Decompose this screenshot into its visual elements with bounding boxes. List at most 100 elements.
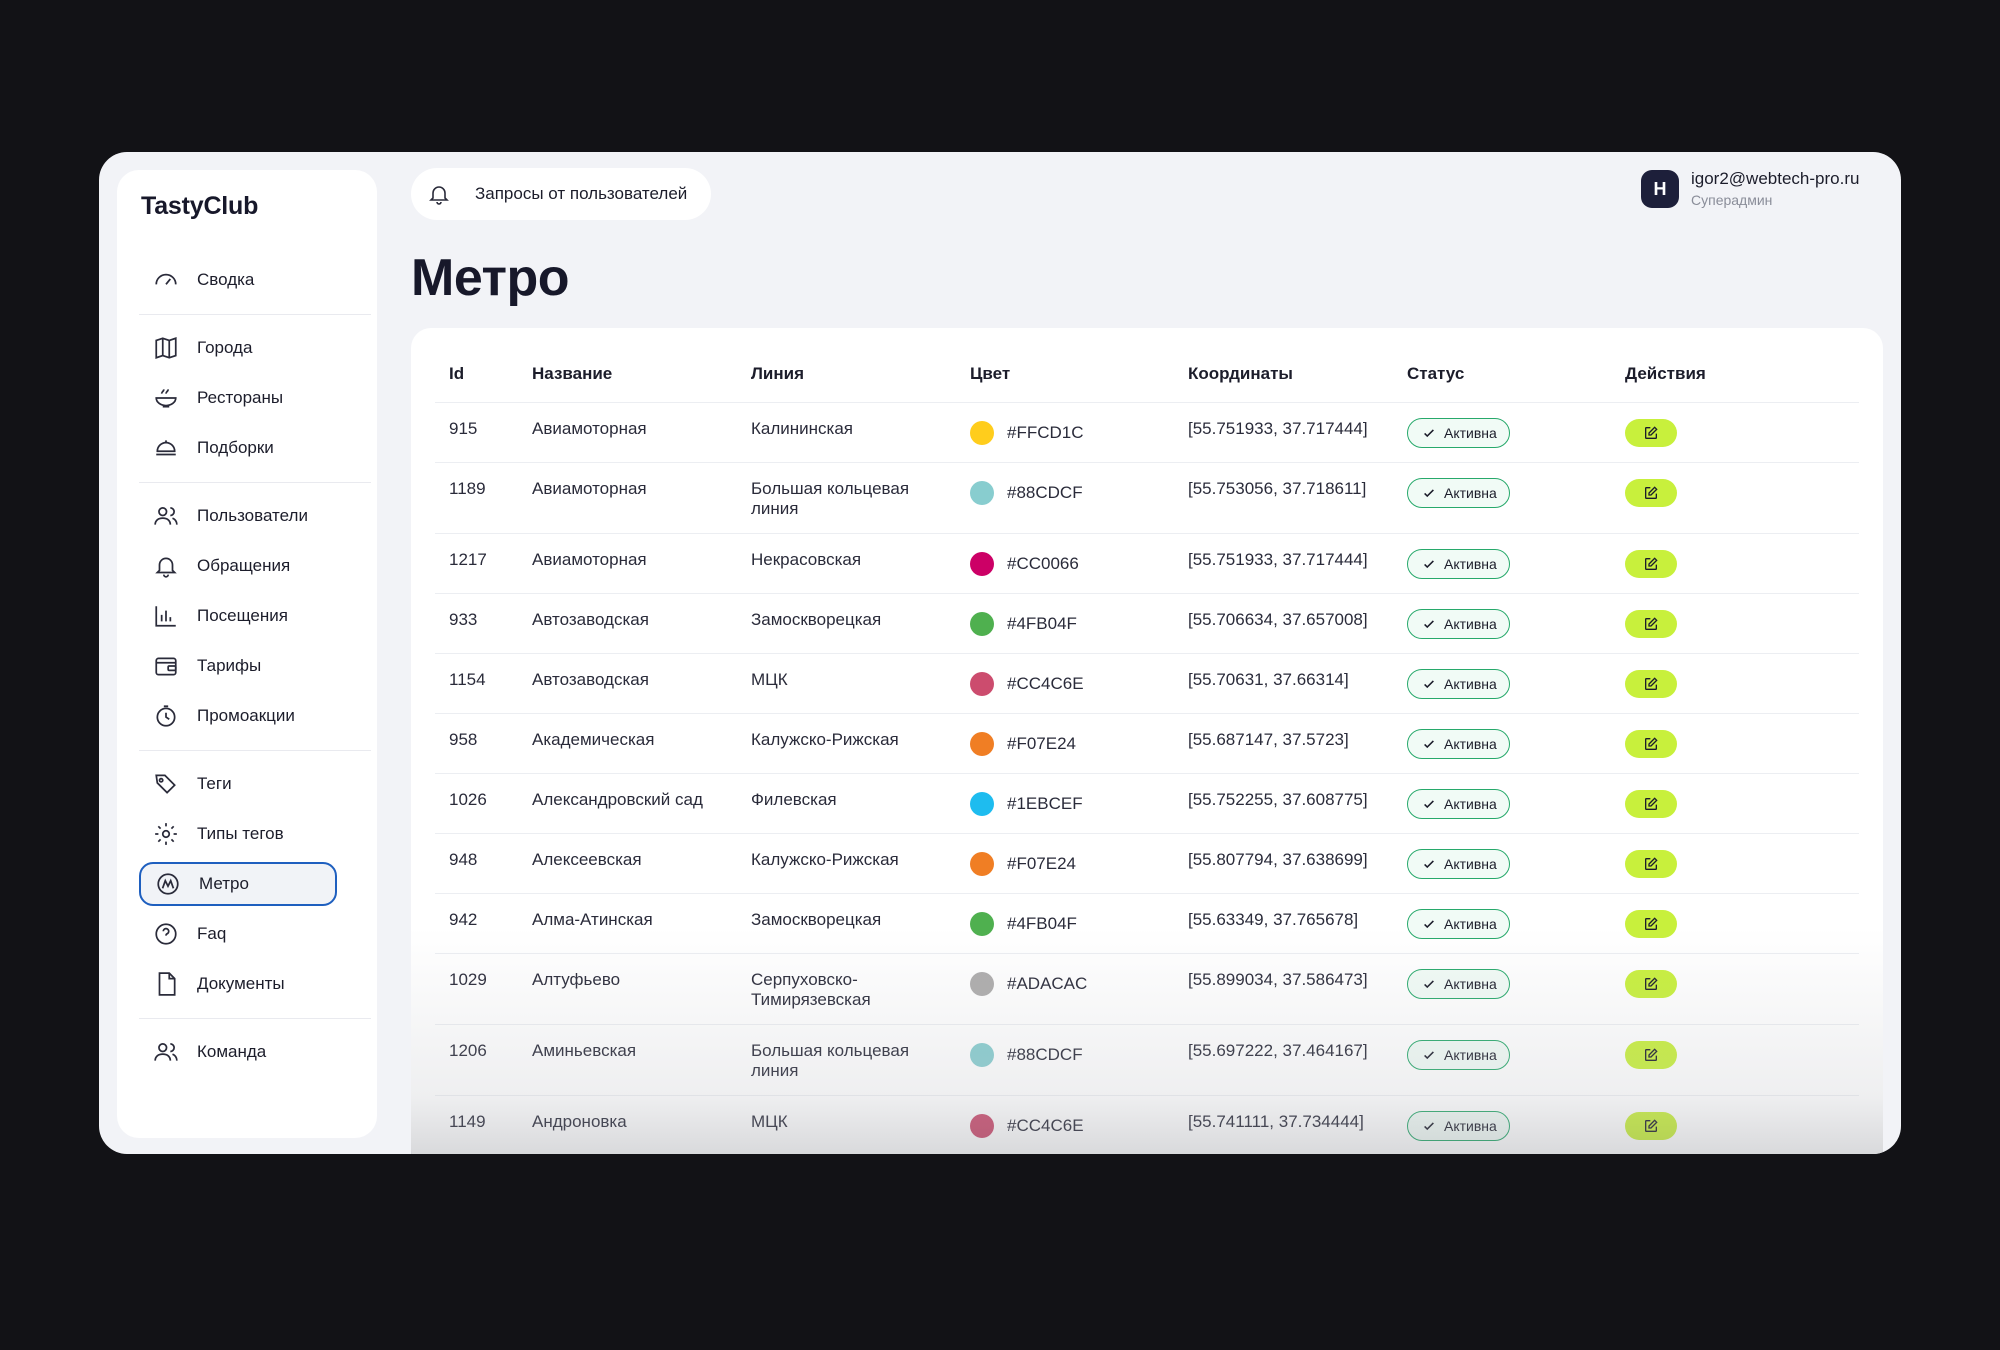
edit-button[interactable]: [1625, 910, 1677, 938]
check-icon: [1422, 737, 1444, 751]
edit-button[interactable]: [1625, 970, 1677, 998]
color-swatch: [970, 1114, 994, 1138]
color-swatch: [970, 552, 994, 576]
sidebar-item-team[interactable]: Команда: [139, 1030, 337, 1074]
table-row: 1026 Александровский сад Филевская #1EBCEF […: [435, 773, 1859, 833]
sidebar-item-faq[interactable]: Faq: [139, 912, 337, 956]
edit-button[interactable]: [1625, 479, 1677, 507]
column-header-id[interactable]: Id: [449, 364, 465, 383]
cell-line: МЦК: [751, 1112, 788, 1131]
bell-icon: [151, 551, 181, 581]
cell-actions: [1625, 479, 1677, 507]
cell-status: Активна: [1407, 609, 1510, 639]
page-title: Метро: [411, 249, 570, 307]
cell-coordinates: [55.706634, 37.657008]: [1188, 610, 1368, 629]
check-icon: [1422, 486, 1444, 500]
color-hex: #4FB04F: [1007, 614, 1077, 633]
sidebar-item-visits[interactable]: Посещения: [139, 594, 337, 638]
cell-status: Активна: [1407, 909, 1510, 939]
cell-name: Александровский сад: [532, 790, 703, 809]
edit-button[interactable]: [1625, 670, 1677, 698]
column-header-color[interactable]: Цвет: [970, 364, 1011, 383]
cell-actions: [1625, 850, 1677, 878]
sidebar-item-appeals[interactable]: Обращения: [139, 544, 337, 588]
sidebar-item-documents[interactable]: Документы: [139, 962, 337, 1006]
cell-name: Алма-Атинская: [532, 910, 653, 929]
cell-color: #88CDCF: [970, 481, 1083, 505]
table-row: 1154 Автозаводская МЦК #CC4C6E [55.70631, 37…: [435, 653, 1859, 713]
cell-color: #ADACAC: [970, 972, 1087, 996]
sidebar-item-label: Сводка: [197, 270, 255, 289]
sidebar-item-cities[interactable]: Города: [139, 326, 337, 370]
cell-actions: [1625, 550, 1677, 578]
cell-name: Авиамоторная: [532, 419, 647, 438]
table-row: 1029 Алтуфьево Серпуховско-Тимирязевская #A…: [435, 953, 1859, 1024]
color-hex: #F07E24: [1007, 734, 1076, 753]
cell-status: Активна: [1407, 969, 1510, 999]
color-swatch: [970, 852, 994, 876]
bar-chart-icon: [151, 601, 181, 631]
timer-icon: [151, 701, 181, 731]
sidebar-item-label: Метро: [199, 874, 249, 893]
cell-coordinates: [55.70631, 37.66314]: [1188, 670, 1349, 689]
sidebar-item-tag-types[interactable]: Типы тегов: [139, 812, 337, 856]
edit-button[interactable]: [1625, 419, 1677, 447]
cell-status: Активна: [1407, 478, 1510, 508]
cell-actions: [1625, 1112, 1677, 1140]
cell-actions: [1625, 1041, 1677, 1069]
cell-line: Филевская: [751, 790, 837, 809]
sidebar-item-restaurants[interactable]: Рестораны: [139, 376, 337, 420]
cell-name: Академическая: [532, 730, 655, 749]
status-badge: Активна: [1407, 849, 1510, 879]
column-header-coordinates[interactable]: Координаты: [1188, 364, 1293, 383]
edit-button[interactable]: [1625, 1041, 1677, 1069]
cell-actions: [1625, 790, 1677, 818]
column-header-name[interactable]: Название: [532, 364, 613, 383]
sidebar-item-label: Промоакции: [197, 706, 295, 725]
cell-coordinates: [55.752255, 37.608775]: [1188, 790, 1368, 809]
color-swatch: [970, 672, 994, 696]
sidebar-item-tags[interactable]: Теги: [139, 762, 337, 806]
status-label: Активна: [1444, 736, 1497, 752]
cell-status: Активна: [1407, 1040, 1510, 1070]
sidebar-item-promotions[interactable]: Промоакции: [139, 694, 337, 738]
cell-color: #4FB04F: [970, 612, 1077, 636]
cell-name: Автозаводская: [532, 610, 649, 629]
cell-line: Калининская: [751, 419, 854, 438]
column-header-status[interactable]: Статус: [1407, 364, 1465, 383]
cell-line: Большая кольцевая линия: [751, 1041, 910, 1080]
cell-status: Активна: [1407, 669, 1510, 699]
edit-button[interactable]: [1625, 850, 1677, 878]
cell-status: Активна: [1407, 418, 1510, 448]
sidebar-item-metro[interactable]: Метро: [139, 862, 337, 906]
cell-color: #88CDCF: [970, 1043, 1083, 1067]
sidebar-item-label: Документы: [197, 974, 285, 993]
sidebar-item-collections[interactable]: Подборки: [139, 426, 337, 470]
cell-coordinates: [55.751933, 37.717444]: [1188, 419, 1368, 438]
edit-button[interactable]: [1625, 730, 1677, 758]
color-hex: #F07E24: [1007, 854, 1076, 873]
status-label: Активна: [1444, 796, 1497, 812]
cell-actions: [1625, 610, 1677, 638]
sidebar-item-users[interactable]: Пользователи: [139, 494, 337, 538]
user-requests-button[interactable]: Запросы от пользователей: [411, 168, 712, 220]
cell-id: 1189: [449, 479, 486, 498]
color-hex: #CC4C6E: [1007, 674, 1084, 693]
cell-status: Активна: [1407, 729, 1510, 759]
edit-button[interactable]: [1625, 790, 1677, 818]
sidebar-item-label: Команда: [197, 1042, 267, 1061]
edit-button[interactable]: [1625, 1112, 1677, 1140]
cell-name: Авиамоторная: [532, 479, 647, 498]
column-header-line[interactable]: Линия: [751, 364, 805, 383]
nav-divider: [139, 314, 371, 315]
status-label: Активна: [1444, 556, 1497, 572]
edit-button[interactable]: [1625, 550, 1677, 578]
column-header-actions: Действия: [1625, 364, 1706, 383]
cell-coordinates: [55.697222, 37.464167]: [1188, 1041, 1368, 1060]
user-profile[interactable]: H igor2@webtech-pro.ru Суперадмин: [1641, 168, 1859, 210]
sidebar-item-tariffs[interactable]: Тарифы: [139, 644, 337, 688]
edit-button[interactable]: [1625, 610, 1677, 638]
sidebar-item-dashboard[interactable]: Сводка: [139, 258, 337, 302]
status-badge: Активна: [1407, 789, 1510, 819]
check-icon: [1422, 426, 1444, 440]
